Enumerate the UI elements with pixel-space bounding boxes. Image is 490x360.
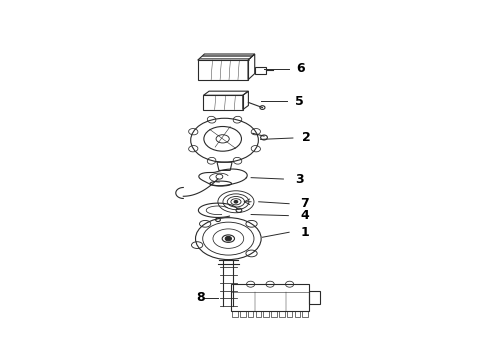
Text: 1: 1 [300,226,309,239]
Text: 7: 7 [300,198,309,211]
Circle shape [225,237,231,241]
Text: 4: 4 [300,209,309,222]
Text: 5: 5 [295,95,303,108]
Text: 3: 3 [295,172,303,185]
Text: 6: 6 [297,62,305,75]
Circle shape [234,201,238,203]
Text: 8: 8 [196,291,205,304]
Text: 2: 2 [302,131,311,144]
